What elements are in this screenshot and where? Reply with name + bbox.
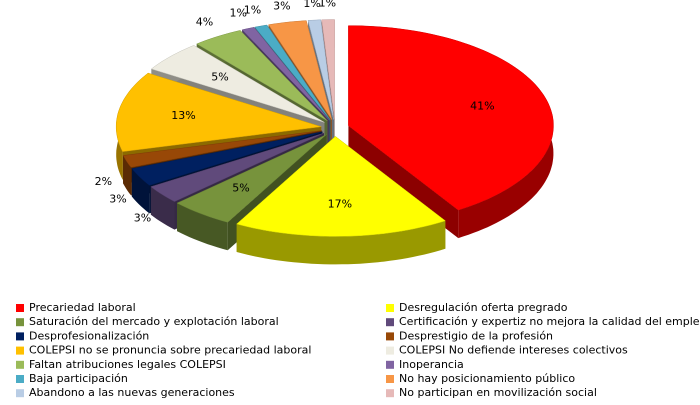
- pie-wedge: [321, 19, 335, 120]
- pie-wedge: [176, 134, 327, 223]
- legend-label: Inoperancia: [399, 358, 464, 371]
- legend-swatch: [386, 360, 394, 369]
- legend-label: COLEPSI no se pronuncia sobre precarieda…: [29, 344, 311, 357]
- pie-side: [150, 186, 175, 230]
- data-label: 5%: [232, 181, 249, 194]
- pie-wedge: [196, 30, 328, 122]
- pie-wedge: [254, 24, 331, 121]
- legend-swatch: [386, 389, 394, 398]
- legend-swatch: [16, 346, 24, 355]
- legend-label: Desprofesionalización: [29, 329, 149, 342]
- data-label: 3%: [134, 212, 151, 225]
- legend-swatch: [386, 346, 394, 355]
- legend-swatch: [386, 375, 394, 383]
- legend-swatch: [16, 360, 24, 369]
- data-label: 2%: [95, 175, 112, 188]
- legend-label: No hay posicionamiento público: [399, 372, 575, 385]
- legend-label: No participan en movilización social: [399, 386, 597, 399]
- legend-label: COLEPSI No defiende intereses colectivos: [399, 344, 628, 357]
- legend-swatch: [16, 332, 24, 341]
- data-label: 1%: [230, 7, 247, 20]
- legend-label: Faltan atribuciones legales COLEPSI: [29, 358, 226, 371]
- legend-label: Baja participación: [29, 372, 128, 385]
- pie-wedge: [348, 25, 554, 211]
- legend-label: Certificación y expertiz no mejora la ca…: [399, 315, 700, 328]
- data-label: 4%: [196, 15, 213, 28]
- pie-side: [150, 133, 324, 215]
- legend-swatch: [16, 318, 24, 327]
- legend-label: Saturación del mercado y explotación lab…: [29, 315, 279, 328]
- data-label: 5%: [211, 70, 228, 83]
- pie-wedge: [150, 132, 325, 202]
- data-label: 13%: [171, 109, 195, 122]
- pie-side: [131, 168, 150, 214]
- data-label: 17%: [328, 197, 352, 210]
- data-label: 1%: [319, 0, 336, 10]
- pie-wedge: [236, 136, 446, 237]
- data-label: 3%: [273, 0, 290, 12]
- legend-swatch: [16, 389, 24, 398]
- data-label: 1%: [303, 0, 320, 10]
- pie-side: [177, 203, 228, 251]
- pie-slice: [236, 136, 446, 265]
- legend-label: Abandono a las nuevas generaciones: [29, 386, 235, 399]
- legend-swatch: [16, 375, 24, 383]
- data-label: 3%: [109, 192, 126, 205]
- pie-wedge: [131, 131, 323, 186]
- data-label: 41%: [470, 100, 494, 113]
- legend-swatch: [386, 304, 394, 312]
- legend-label: Precariedad laboral: [29, 301, 136, 314]
- pie-wedge: [241, 27, 330, 121]
- pie-wedge: [122, 130, 322, 168]
- legend-swatch: [386, 332, 394, 341]
- pie-wedge: [150, 45, 325, 123]
- legend-swatch: [16, 304, 24, 312]
- legend-label: Desregulación oferta pregrado: [399, 301, 568, 314]
- legend-label: Desprestigio de la profesión: [399, 329, 553, 342]
- legend-swatch: [386, 318, 394, 327]
- pie-side: [236, 220, 446, 265]
- pie-wedge: [307, 19, 334, 120]
- pie-side: [123, 155, 132, 196]
- data-label: 1%: [244, 4, 261, 17]
- pie-wedge: [268, 20, 333, 120]
- pie-wedge: [115, 72, 322, 152]
